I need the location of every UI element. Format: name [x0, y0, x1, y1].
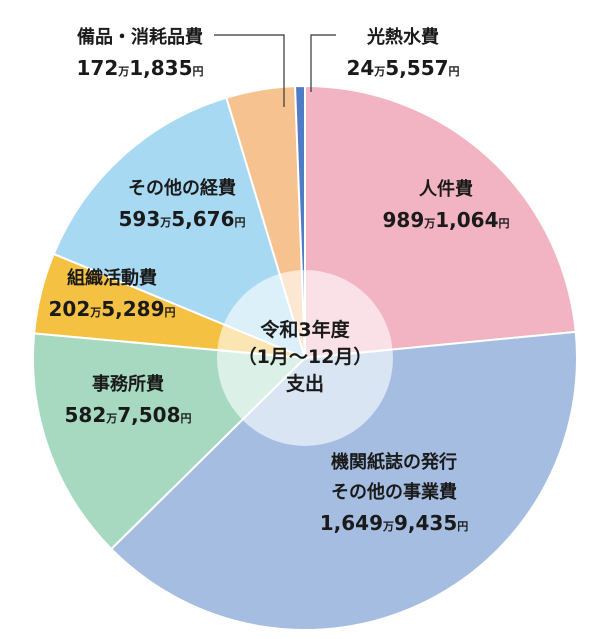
leader-line [310, 34, 336, 92]
center-label-line: 令和3年度 [260, 318, 350, 341]
slice-name: 機関紙誌の発行 [331, 451, 457, 473]
slice-amount: 1,649万9,435円 [320, 511, 469, 535]
slice-name: 光熱水費 [366, 26, 439, 48]
center-label-line: （1月〜12月） [238, 345, 373, 368]
slice-name: その他の経費 [128, 177, 236, 199]
pie-slice [52, 96, 307, 360]
slice-amount: 172万1,835円 [76, 56, 203, 80]
leader-line [214, 34, 285, 107]
slice-name-line2: その他の事業費 [331, 481, 457, 503]
center-label-line: 支出 [285, 372, 324, 395]
slice-label: 組織活動費 202万5,289円 [48, 267, 175, 321]
slice-name: 事務所費 [92, 373, 164, 395]
slice-amount: 593万5,676円 [118, 207, 245, 231]
center-label: 令和3年度 （1月〜12月） 支出 [238, 318, 373, 395]
slice-name: 組織活動費 [67, 267, 157, 289]
slice-amount: 202万5,289円 [48, 297, 175, 321]
slice-name: 人件費 [419, 178, 473, 200]
center-circle [217, 270, 393, 446]
pie-slice [109, 330, 578, 631]
slice-label: その他の経費 593万5,676円 [118, 177, 245, 231]
slice-label: 備品・消耗品費 172万1,835円 [76, 26, 285, 107]
slice-amount: 989万1,064円 [382, 208, 509, 232]
slice-name: 備品・消耗品費 [77, 26, 203, 48]
slice-amount: 582万7,508円 [64, 403, 191, 427]
slice-amount: 24万5,557円 [346, 56, 459, 80]
pie-slice [304, 84, 577, 360]
slice-label: 光熱水費 24万5,557円 [310, 26, 460, 92]
slice-label: 人件費 989万1,064円 [382, 178, 509, 232]
slice-label: 事務所費 582万7,508円 [64, 373, 191, 427]
